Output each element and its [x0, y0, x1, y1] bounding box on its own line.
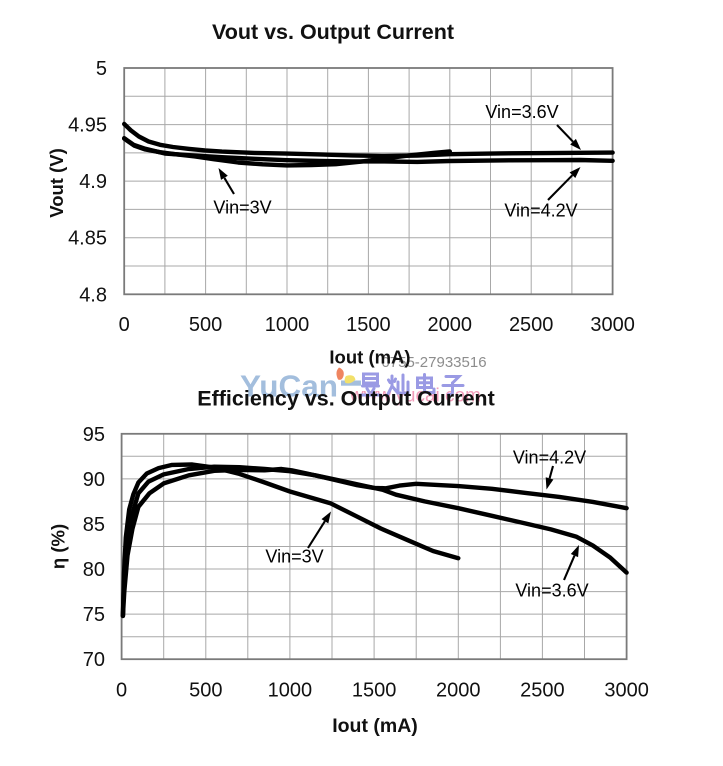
svg-text:2000: 2000: [436, 680, 481, 702]
svg-text:4.8: 4.8: [79, 284, 107, 306]
svg-text:1500: 1500: [346, 314, 391, 336]
svg-text:80: 80: [83, 559, 105, 581]
svg-text:Vin=3V: Vin=3V: [265, 547, 323, 567]
svg-text:Vout vs. Output Current: Vout vs. Output Current: [212, 20, 454, 44]
svg-text:85: 85: [83, 514, 105, 536]
svg-text:5: 5: [96, 58, 107, 80]
svg-text:70: 70: [83, 649, 105, 671]
svg-text:3000: 3000: [590, 314, 635, 336]
svg-text:Iout (mA): Iout (mA): [329, 347, 410, 368]
svg-text:95: 95: [83, 424, 105, 446]
svg-text:1500: 1500: [352, 680, 397, 702]
svg-text:2500: 2500: [520, 680, 565, 702]
svg-text:500: 500: [189, 680, 222, 702]
svg-text:0: 0: [116, 680, 127, 702]
svg-text:4.9: 4.9: [79, 171, 107, 193]
svg-text:1000: 1000: [265, 314, 310, 336]
svg-text:Vin=3.6V: Vin=3.6V: [515, 581, 588, 601]
svg-text:2500: 2500: [509, 314, 554, 336]
svg-text:75: 75: [83, 604, 105, 626]
svg-text:4.95: 4.95: [68, 115, 107, 137]
svg-text:3000: 3000: [604, 680, 649, 702]
svg-text:2000: 2000: [428, 314, 473, 336]
svg-text:Iout (mA): Iout (mA): [332, 715, 418, 737]
svg-text:4.85: 4.85: [68, 228, 107, 250]
svg-text:Efficiency vs. Output Current: Efficiency vs. Output Current: [197, 387, 494, 411]
svg-text:0755-27933516: 0755-27933516: [381, 354, 486, 371]
svg-text:η (%): η (%): [48, 524, 69, 569]
svg-text:0: 0: [119, 314, 130, 336]
svg-text:Vin=3.6V: Vin=3.6V: [485, 102, 558, 122]
svg-text:www.yucai.com: www.yucai.com: [349, 386, 481, 407]
svg-text:500: 500: [189, 314, 222, 336]
svg-text:1000: 1000: [268, 680, 313, 702]
svg-text:Vin=4.2V: Vin=4.2V: [513, 448, 586, 468]
svg-text:YuCan: YuCan: [240, 369, 338, 404]
svg-text:Vin=4.2V: Vin=4.2V: [504, 201, 577, 221]
svg-text:Vin=3V: Vin=3V: [213, 198, 271, 218]
svg-text:90: 90: [83, 469, 105, 491]
svg-text:Vout (V): Vout (V): [46, 148, 67, 218]
